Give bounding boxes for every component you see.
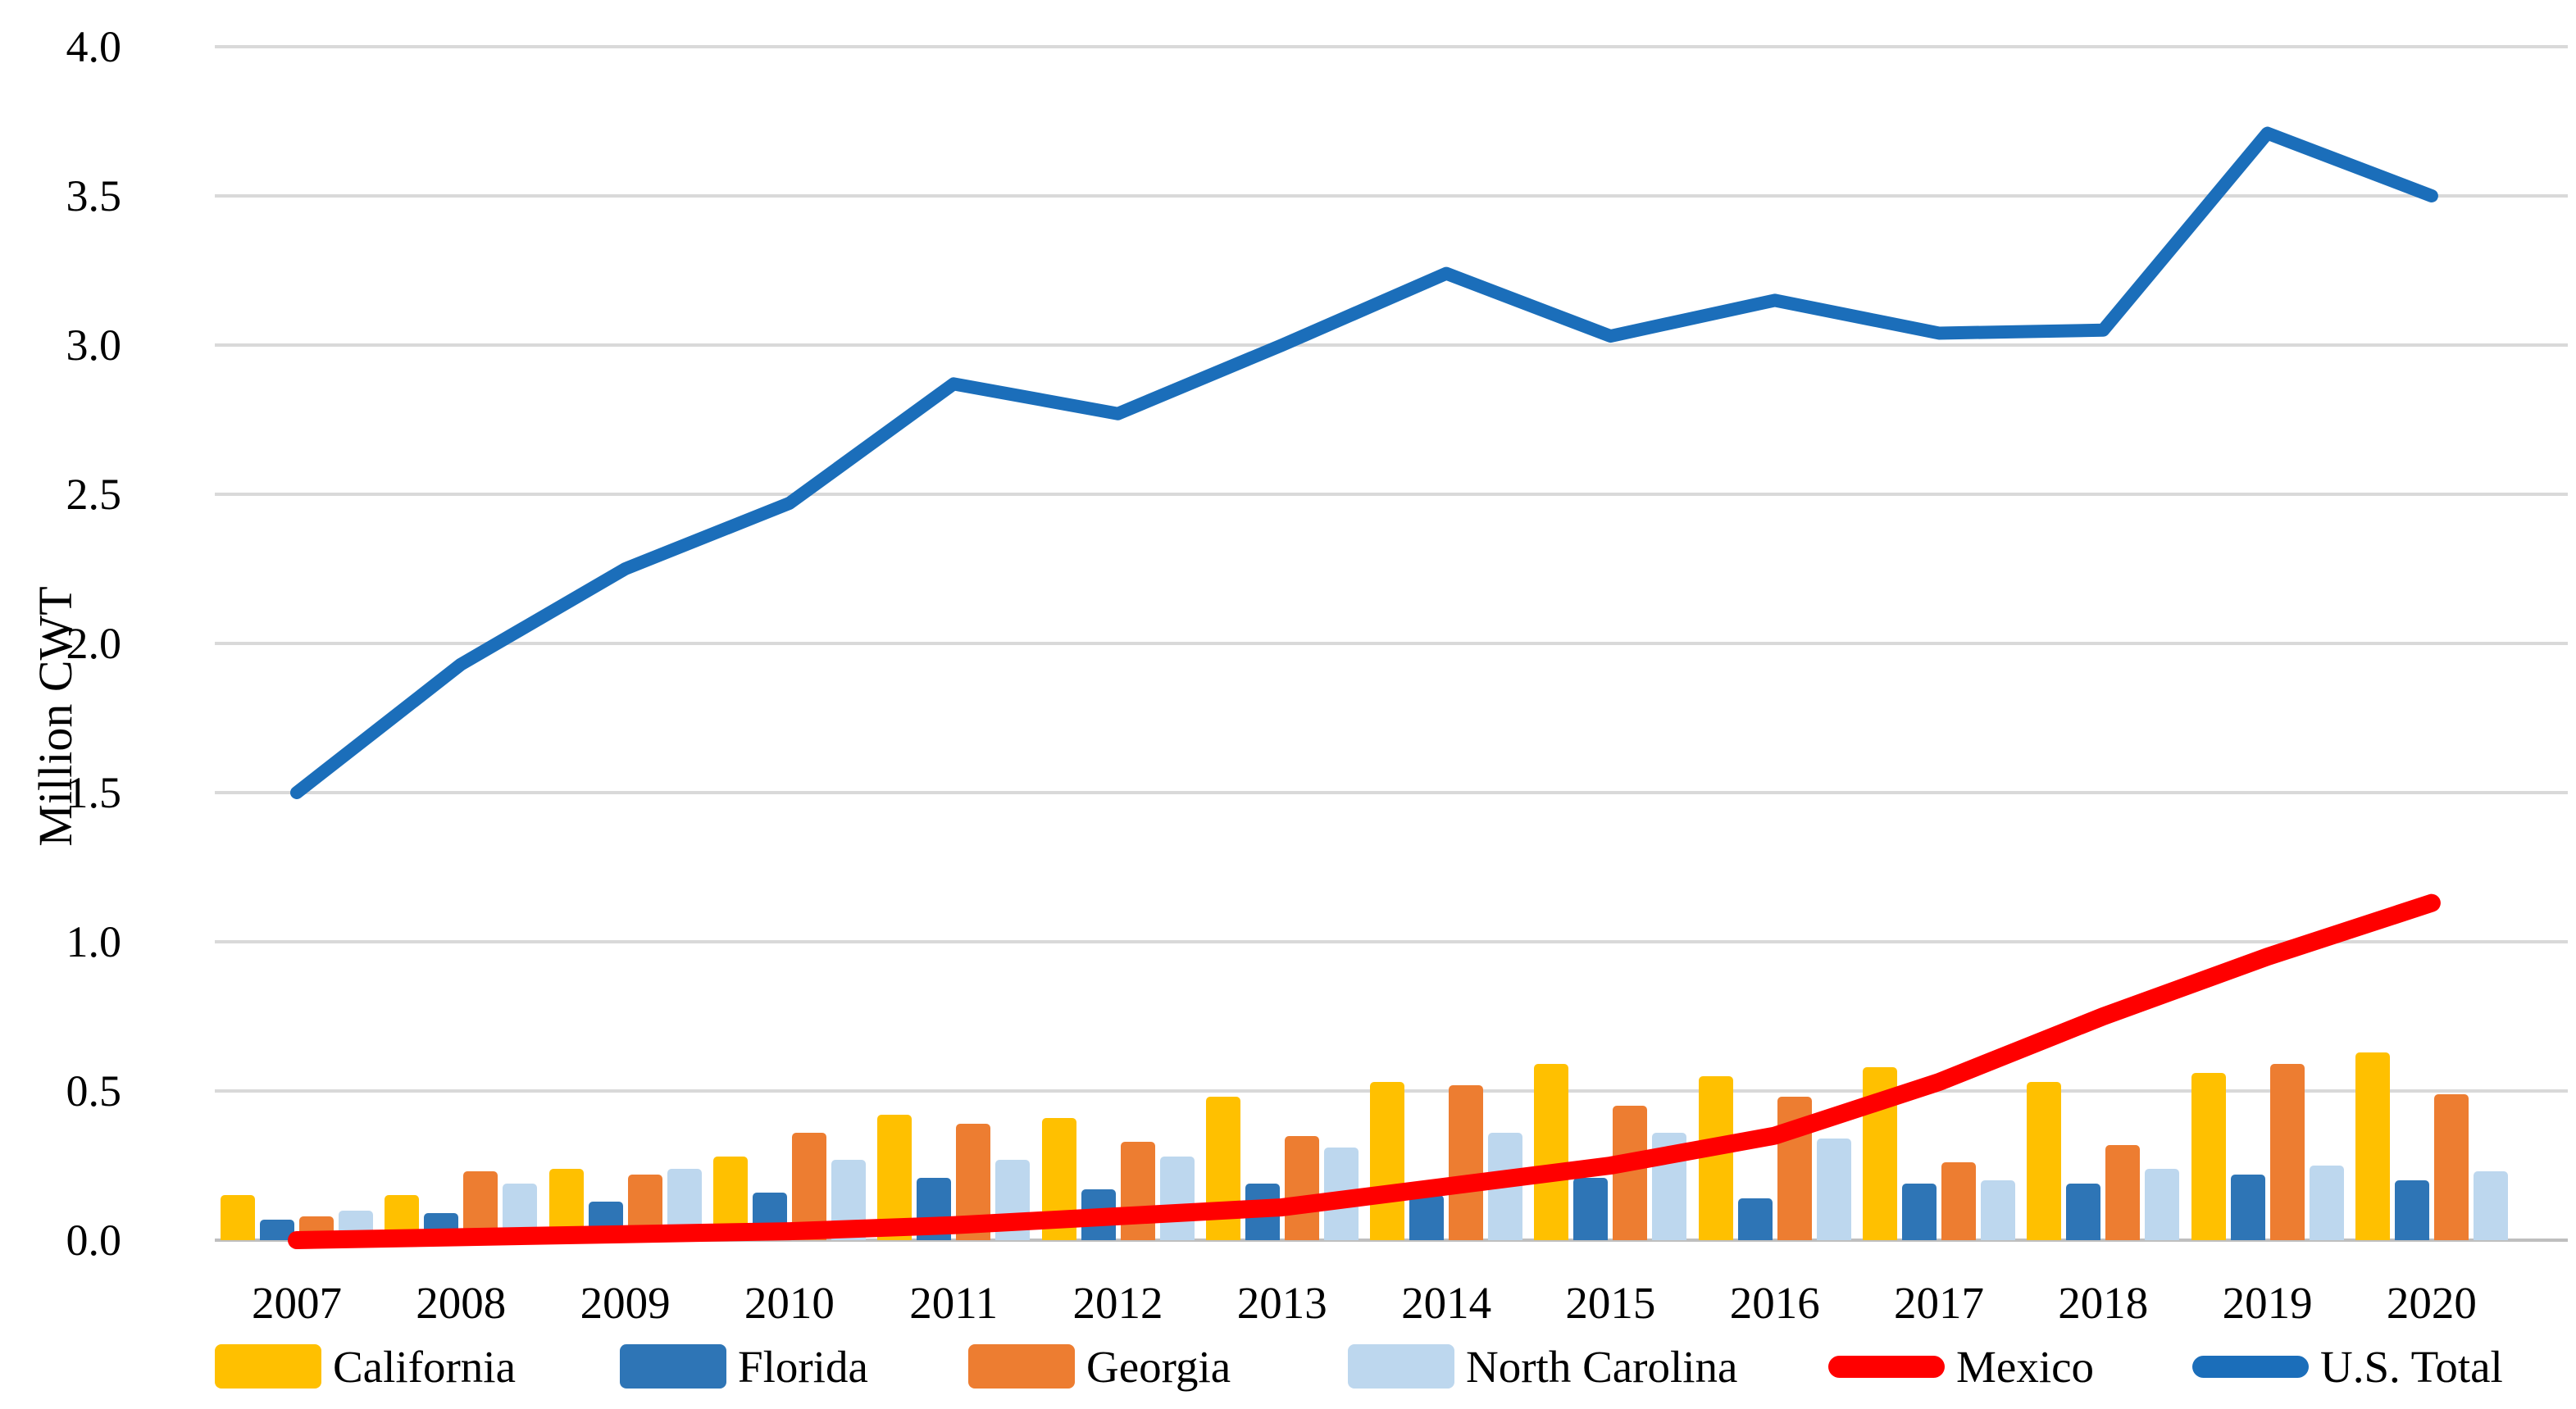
legend-item-georgia: Georgia xyxy=(968,1341,1231,1392)
bar-florida-2015 xyxy=(1573,1177,1609,1240)
legend-label-florida: Florida xyxy=(738,1341,868,1392)
mexico-line xyxy=(288,893,2441,1249)
legend-item-u-s-total: U.S. Total xyxy=(2192,1341,2503,1392)
gridline-3.0 xyxy=(215,343,2568,347)
bar-georgia-2013 xyxy=(1284,1135,1319,1240)
legend-swatch-california xyxy=(215,1344,321,1389)
bar-florida-2020 xyxy=(2394,1180,2429,1240)
bar-north-carolina-2016 xyxy=(1816,1139,1851,1240)
y-tick-label-1.5: 1.5 xyxy=(66,768,122,817)
bar-north-carolina-2017 xyxy=(1981,1180,2015,1240)
gridline-1.5 xyxy=(215,791,2568,794)
bar-california-2018 xyxy=(2027,1082,2062,1240)
bar-georgia-2019 xyxy=(2269,1064,2305,1240)
gridline-4.0 xyxy=(215,45,2568,48)
y-tick-label-2.0: 2.0 xyxy=(66,619,122,668)
bar-california-2016 xyxy=(1698,1075,1733,1240)
y-tick-label-4.0: 4.0 xyxy=(66,22,122,71)
x-label-2019: 2019 xyxy=(2222,1278,2313,1328)
bar-california-2019 xyxy=(2191,1073,2226,1240)
x-label-2010: 2010 xyxy=(744,1278,835,1328)
bar-florida-2018 xyxy=(2066,1183,2101,1240)
y-tick-label-2.5: 2.5 xyxy=(66,470,122,519)
x-label-2020: 2020 xyxy=(2386,1278,2477,1328)
legend-item-north-carolina: North Carolina xyxy=(1348,1341,1737,1392)
bar-north-carolina-2019 xyxy=(2309,1166,2344,1240)
y-tick-label-3.5: 3.5 xyxy=(66,171,122,220)
x-axis-baseline xyxy=(215,1239,2568,1242)
gridline-3.5 xyxy=(215,194,2568,198)
legend-label-u-s-total: U.S. Total xyxy=(2320,1341,2503,1392)
legend-swatch-u-s-total xyxy=(2192,1355,2309,1378)
y-tick-label-1.0: 1.0 xyxy=(66,917,122,966)
bar-florida-2019 xyxy=(2230,1174,2265,1240)
bar-california-2014 xyxy=(1370,1082,1405,1240)
bar-california-2020 xyxy=(2355,1052,2390,1240)
bar-north-carolina-2018 xyxy=(2145,1168,2180,1240)
x-label-2012: 2012 xyxy=(1072,1278,1163,1328)
legend-label-north-carolina: North Carolina xyxy=(1466,1341,1738,1392)
bar-north-carolina-2012 xyxy=(1159,1157,1195,1240)
bar-florida-2014 xyxy=(1409,1195,1445,1240)
x-label-2015: 2015 xyxy=(1565,1278,1656,1328)
x-label-2009: 2009 xyxy=(580,1278,671,1328)
bar-georgia-2020 xyxy=(2433,1093,2469,1240)
legend-label-california: California xyxy=(333,1341,516,1392)
gridline-1.0 xyxy=(215,940,2568,943)
bar-georgia-2017 xyxy=(1941,1162,1976,1240)
bar-california-2015 xyxy=(1534,1064,1569,1240)
bar-florida-2017 xyxy=(1902,1183,1937,1240)
x-label-2014: 2014 xyxy=(1401,1278,1492,1328)
x-label-2017: 2017 xyxy=(1894,1278,1984,1328)
y-tick-label-0.0: 0.0 xyxy=(66,1216,122,1265)
bar-florida-2016 xyxy=(1737,1198,1773,1240)
x-label-2008: 2008 xyxy=(416,1278,507,1328)
x-label-2018: 2018 xyxy=(2058,1278,2149,1328)
u-s-total-line xyxy=(290,126,2438,799)
legend-swatch-florida xyxy=(620,1344,726,1389)
x-label-2013: 2013 xyxy=(1236,1278,1327,1328)
gridline-2.0 xyxy=(215,642,2568,645)
legend-swatch-north-carolina xyxy=(1348,1344,1454,1389)
legend-swatch-georgia xyxy=(968,1344,1075,1389)
legend-label-mexico: Mexico xyxy=(1956,1341,2095,1392)
bar-georgia-2018 xyxy=(2105,1144,2141,1240)
legend-swatch-mexico xyxy=(1828,1355,1945,1378)
bar-california-2007 xyxy=(221,1195,255,1240)
y-tick-label-3.0: 3.0 xyxy=(66,320,122,370)
bar-north-carolina-2020 xyxy=(2473,1171,2508,1240)
x-label-2011: 2011 xyxy=(909,1278,999,1328)
y-tick-label-0.5: 0.5 xyxy=(66,1066,122,1116)
x-label-2016: 2016 xyxy=(1729,1278,1820,1328)
x-label-2007: 2007 xyxy=(252,1278,342,1328)
legend-item-california: California xyxy=(215,1341,516,1392)
legend-item-mexico: Mexico xyxy=(1828,1341,2094,1392)
bar-georgia-2014 xyxy=(1449,1084,1484,1240)
legend-item-florida: Florida xyxy=(620,1341,868,1392)
gridline-2.5 xyxy=(215,493,2568,496)
legend-label-georgia: Georgia xyxy=(1086,1341,1231,1392)
